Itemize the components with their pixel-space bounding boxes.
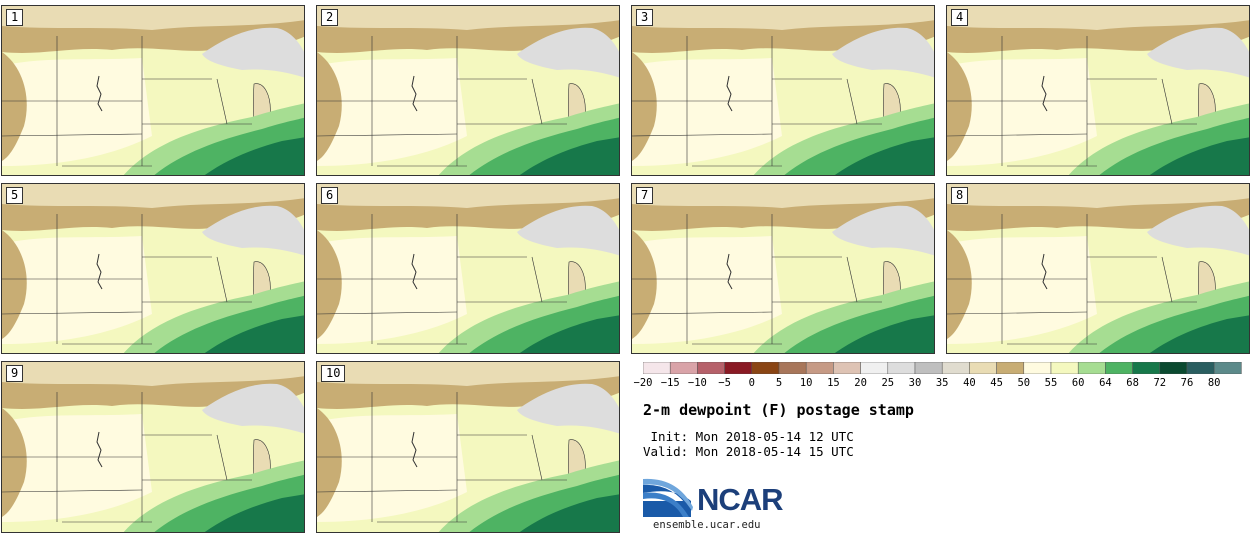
colorbar-tick: 5: [775, 377, 783, 389]
panel-number: 9: [6, 365, 24, 382]
page-title: 2-m dewpoint (F) postage stamp: [643, 401, 914, 419]
panel-number: 5: [6, 187, 24, 204]
site-url: ensemble.ucar.edu: [653, 519, 761, 531]
colorbar-tick: −20: [633, 377, 653, 389]
colorbar-tick: 25: [881, 377, 895, 389]
colorbar-tick: 30: [908, 377, 922, 389]
colorbar-tick: 68: [1126, 377, 1139, 389]
colorbar-swatch: [751, 362, 780, 374]
colorbar-swatch: [833, 362, 861, 374]
panel-number: 6: [321, 187, 339, 204]
colorbar-swatch: [1077, 362, 1106, 374]
ncar-logo-icon: [643, 478, 693, 517]
panel-number: 3: [636, 9, 654, 26]
colorbar-swatch: [1159, 362, 1188, 374]
member-panel-4: 4: [946, 5, 1250, 176]
member-panel-5: 5: [1, 183, 305, 354]
colorbar-swatch: [996, 362, 1025, 374]
colorbar-swatch: [914, 362, 943, 374]
colorbar-swatch: [1213, 362, 1242, 374]
colorbar-tick: 40: [963, 377, 976, 389]
member-panel-2: 2: [316, 5, 620, 176]
dewpoint-map: [317, 184, 619, 353]
colorbar-tick: 35: [935, 377, 949, 389]
member-panel-10: 10: [316, 361, 620, 533]
colorbar-swatch: [1105, 362, 1133, 374]
member-panel-9: 9: [1, 361, 305, 533]
colorbar-swatch: [697, 362, 725, 374]
colorbar-tick: 72: [1153, 377, 1167, 389]
member-panel-1: 1: [1, 5, 305, 176]
colorbar-swatch: [941, 362, 970, 374]
member-panel-3: 3: [631, 5, 935, 176]
dewpoint-map: [317, 362, 619, 532]
colorbar-swatch: [1186, 362, 1215, 374]
colorbar-tick: 55: [1044, 377, 1058, 389]
colorbar-tick: 60: [1071, 377, 1085, 389]
panel-number: 7: [636, 187, 654, 204]
dewpoint-map: [2, 6, 304, 175]
colorbar-swatch: [887, 362, 916, 374]
dewpoint-map: [2, 362, 304, 532]
dewpoint-map: [632, 6, 934, 175]
colorbar-tick: −15: [660, 377, 680, 389]
member-panel-7: 7: [631, 183, 935, 354]
member-panel-6: 6: [316, 183, 620, 354]
colorbar-tick: 80: [1207, 377, 1221, 389]
panel-number: 1: [6, 9, 24, 26]
init-time: Init: Mon 2018-05-14 12 UTC: [643, 429, 854, 444]
panel-number: 2: [321, 9, 339, 26]
colorbar-swatch: [669, 362, 698, 374]
colorbar-tick: 15: [827, 377, 840, 389]
colorbar-swatch: [860, 362, 889, 374]
colorbar-tick: −10: [687, 377, 707, 389]
colorbar-swatch: [1132, 362, 1161, 374]
panel-number: 4: [951, 9, 969, 26]
colorbar-swatch: [969, 362, 997, 374]
panel-number: 8: [951, 187, 969, 204]
dewpoint-map: [317, 6, 619, 175]
colorbar-tick: −5: [718, 377, 731, 389]
panel-number: 10: [321, 365, 346, 382]
colorbar-tick: 76: [1180, 377, 1194, 389]
dewpoint-map: [947, 184, 1249, 353]
colorbar-swatch: [1023, 362, 1052, 374]
colorbar-tick: 64: [1099, 377, 1112, 389]
dewpoint-map: [947, 6, 1249, 175]
colorbar-tick: 0: [748, 377, 755, 389]
dewpoint-map: [632, 184, 934, 353]
colorbar-tick: 45: [990, 377, 1003, 389]
colorbar-swatch: [1050, 362, 1079, 374]
colorbar-tick: 50: [1017, 377, 1031, 389]
colorbar-tick: 20: [854, 377, 867, 389]
colorbar-swatch: [724, 362, 753, 374]
colorbar-tick: 10: [799, 377, 813, 389]
member-panel-8: 8: [946, 183, 1250, 354]
colorbar-swatch: [805, 362, 834, 374]
dewpoint-colorbar: [643, 362, 1242, 374]
ncar-logo-text: NCAR: [697, 482, 784, 517]
colorbar-swatch: [778, 362, 807, 374]
valid-time: Valid: Mon 2018-05-14 15 UTC: [643, 444, 854, 459]
colorbar-swatch: [643, 362, 671, 374]
dewpoint-map: [2, 184, 304, 353]
